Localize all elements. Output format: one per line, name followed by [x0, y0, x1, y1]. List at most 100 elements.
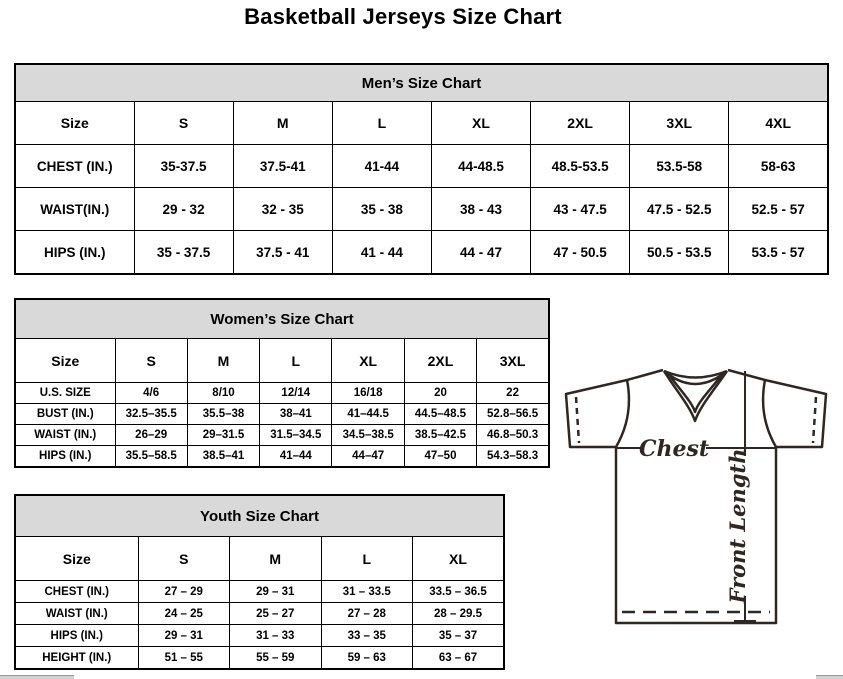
jersey-measurement-diagram: Chest Front Length — [560, 364, 832, 626]
youth-size-label: Size — [14, 536, 139, 581]
womens-col-header: 2XL — [403, 338, 478, 383]
womens-value-cell: 41–44.5 — [331, 403, 405, 425]
right-cuff-dash-line — [811, 396, 818, 444]
mens-value-cell: 52.5 - 57 — [728, 187, 829, 231]
womens-value-cell: 44.5–48.5 — [403, 403, 478, 425]
youth-value-cell: 25 – 27 — [229, 602, 322, 625]
mens-size-table: Men’s Size Chart Size S M L XL 2XL 3XL 4… — [14, 63, 829, 275]
youth-value-cell: 33 – 35 — [320, 624, 413, 647]
mens-value-cell: 38 - 43 — [430, 187, 532, 231]
mens-row-label: HIPS (IN.) — [14, 230, 135, 275]
womens-size-label: Size — [14, 338, 116, 383]
youth-chart-title: Youth Size Chart — [14, 494, 505, 537]
womens-value-cell: 44–47 — [331, 445, 405, 468]
page-title: Basketball Jerseys Size Chart — [244, 4, 562, 29]
womens-row-label: WAIST (IN.) — [14, 424, 116, 446]
mens-value-cell: 29 - 32 — [133, 187, 234, 231]
womens-col-header: M — [186, 338, 261, 383]
womens-value-cell: 12/14 — [259, 382, 333, 404]
youth-row-label: WAIST (IN.) — [14, 602, 139, 625]
womens-value-cell: 4/6 — [114, 382, 188, 404]
youth-value-cell: 63 – 67 — [412, 646, 505, 670]
womens-value-cell: 26–29 — [114, 424, 188, 446]
mens-value-cell: 32 - 35 — [232, 187, 333, 231]
mens-value-cell: 50.5 - 53.5 — [629, 230, 730, 275]
mens-value-cell: 43 - 47.5 — [530, 187, 631, 231]
youth-value-cell: 51 – 55 — [137, 646, 230, 670]
womens-value-cell: 54.3–58.3 — [476, 445, 550, 468]
womens-chart-title: Women’s Size Chart — [14, 298, 550, 339]
youth-col-header: M — [229, 536, 322, 581]
youth-row-label: HIPS (IN.) — [14, 624, 139, 647]
womens-value-cell: 34.5–38.5 — [331, 424, 405, 446]
youth-value-cell: 27 – 28 — [320, 602, 413, 625]
womens-value-cell: 38.5–41 — [186, 445, 261, 468]
table-row: WAIST (IN.) 26–29 29–31.5 31.5–34.5 34.5… — [14, 424, 550, 446]
womens-value-cell: 35.5–58.5 — [114, 445, 188, 468]
mens-chart-title: Men’s Size Chart — [14, 63, 829, 102]
youth-value-cell: 55 – 59 — [229, 646, 322, 670]
youth-size-table: Youth Size Chart Size S M L XL CHEST (IN… — [14, 494, 505, 670]
mens-value-cell: 53.5-58 — [629, 144, 730, 188]
mens-value-cell: 37.5-41 — [232, 144, 333, 188]
table-row: CHEST (IN.) 35-37.5 37.5-41 41-44 44-48.… — [14, 144, 829, 188]
womens-value-cell: 46.8–50.3 — [476, 424, 550, 446]
mens-value-cell: 53.5 - 57 — [728, 230, 829, 275]
youth-value-cell: 31 – 33 — [229, 624, 322, 647]
womens-col-header: S — [114, 338, 188, 383]
table-row: HEIGHT (IN.) 51 – 55 55 – 59 59 – 63 63 … — [14, 646, 505, 670]
youth-row-label: HEIGHT (IN.) — [14, 646, 139, 670]
table-row: CHEST (IN.) 27 – 29 29 – 31 31 – 33.5 33… — [14, 580, 505, 603]
womens-col-header: XL — [331, 338, 405, 383]
mens-col-header: S — [133, 101, 234, 145]
left-armhole-seam — [614, 379, 631, 448]
table-row: U.S. SIZE 4/6 8/10 12/14 16/18 20 22 — [14, 382, 550, 404]
horizontal-scrollbar-left-fragment[interactable] — [0, 675, 74, 679]
youth-value-cell: 28 – 29.5 — [412, 602, 505, 625]
youth-value-cell: 33.5 – 36.5 — [412, 580, 505, 603]
mens-value-cell: 35-37.5 — [133, 144, 234, 188]
youth-value-cell: 27 – 29 — [137, 580, 230, 603]
vneck-outer — [662, 370, 729, 423]
mens-value-cell: 44 - 47 — [430, 230, 532, 275]
youth-value-cell: 24 – 25 — [137, 602, 230, 625]
womens-row-label: U.S. SIZE — [14, 382, 116, 404]
youth-col-header: L — [320, 536, 413, 581]
womens-col-header: 3XL — [476, 338, 550, 383]
youth-value-cell: 29 – 31 — [137, 624, 230, 647]
youth-value-cell: 35 – 37 — [412, 624, 505, 647]
womens-value-cell: 22 — [476, 382, 550, 404]
mens-row-label: CHEST (IN.) — [14, 144, 135, 188]
table-row: HIPS (IN.) 35.5–58.5 38.5–41 41–44 44–47… — [14, 445, 550, 468]
mens-col-header: XL — [430, 101, 532, 145]
table-row: HIPS (IN.) 35 - 37.5 37.5 - 41 41 - 44 4… — [14, 230, 829, 275]
youth-col-header: XL — [412, 536, 505, 581]
mens-value-cell: 35 - 37.5 — [133, 230, 234, 275]
womens-row-label: BUST (IN.) — [14, 403, 116, 425]
front-length-label: Front Length — [725, 449, 750, 605]
mens-col-header: 3XL — [629, 101, 730, 145]
mens-size-label: Size — [14, 101, 135, 145]
youth-value-cell: 29 – 31 — [229, 580, 322, 603]
mens-value-cell: 37.5 - 41 — [232, 230, 333, 275]
youth-value-cell: 59 – 63 — [320, 646, 413, 670]
womens-value-cell: 32.5–35.5 — [114, 403, 188, 425]
womens-value-cell: 38.5–42.5 — [403, 424, 478, 446]
table-row: WAIST (IN.) 24 – 25 25 – 27 27 – 28 28 –… — [14, 602, 505, 625]
chest-label: Chest — [639, 436, 709, 462]
mens-row-label: WAIST(IN.) — [14, 187, 135, 231]
mens-col-header: M — [232, 101, 333, 145]
mens-value-cell: 44-48.5 — [430, 144, 532, 188]
womens-value-cell: 38–41 — [259, 403, 333, 425]
mens-value-cell: 41 - 44 — [331, 230, 432, 275]
womens-col-header: L — [259, 338, 333, 383]
youth-value-cell: 31 – 33.5 — [320, 580, 413, 603]
womens-value-cell: 47–50 — [403, 445, 478, 468]
womens-value-cell: 52.8–56.5 — [476, 403, 550, 425]
mens-col-header: 2XL — [530, 101, 631, 145]
womens-size-table: Women’s Size Chart Size S M L XL 2XL 3XL… — [14, 298, 550, 468]
womens-row-label: HIPS (IN.) — [14, 445, 116, 468]
table-row: HIPS (IN.) 29 – 31 31 – 33 33 – 35 35 – … — [14, 624, 505, 647]
horizontal-scrollbar-right-fragment[interactable] — [816, 675, 843, 679]
right-armhole-seam — [761, 379, 778, 448]
